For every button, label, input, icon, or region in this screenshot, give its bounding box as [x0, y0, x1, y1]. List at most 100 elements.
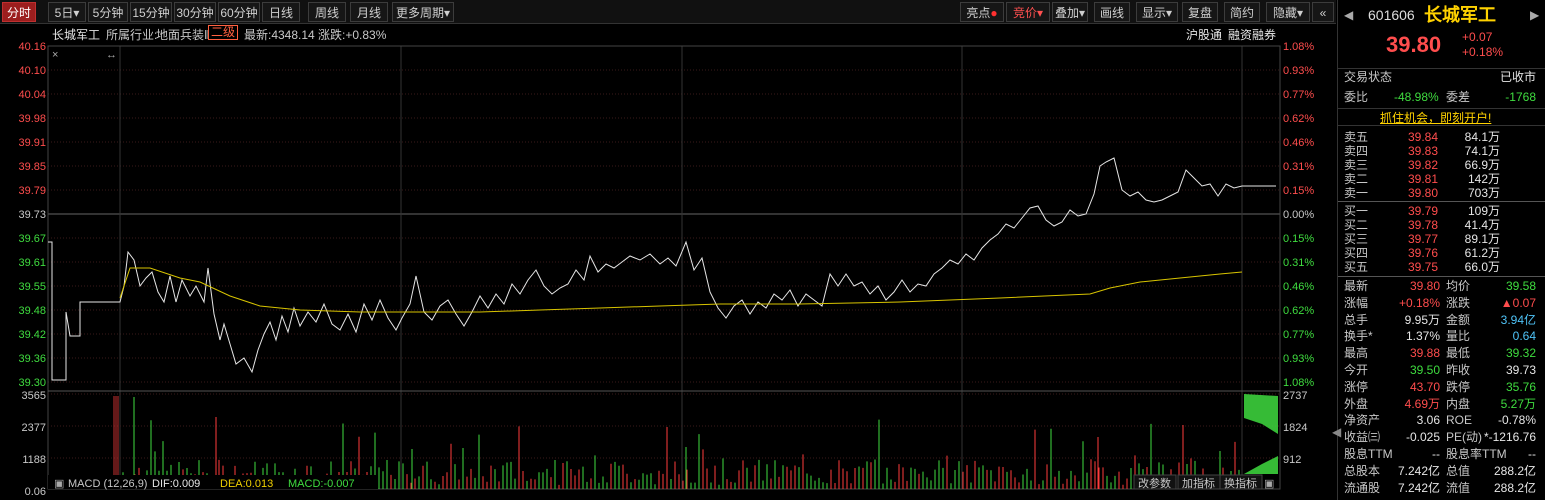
industry-value[interactable]: 地面兵装Ⅱ: [156, 28, 210, 42]
price-change-pct: +0.18%: [1462, 45, 1504, 59]
tab-monthly[interactable]: 月线: [350, 2, 388, 22]
simple-button[interactable]: 简约: [1224, 2, 1260, 22]
intraday-chart[interactable]: 40.16 1.08% 40.10 0.93% 40.04 0.77% 39.98 0.62%…: [0, 24, 1336, 500]
pct-axis-label: 0.31%: [1283, 257, 1314, 269]
order-volume: 74.1万: [1464, 144, 1500, 158]
price-axis-label: 39.79: [18, 185, 46, 197]
tab-60min[interactable]: 60分钟: [218, 2, 260, 22]
stat-value: 1.37%: [1405, 329, 1440, 344]
order-volume: 61.2万: [1464, 246, 1500, 260]
stat-label: 跌停: [1446, 379, 1471, 394]
macd-value: MACD:-0.007: [288, 478, 355, 490]
stat-row: 最新 39.80 均价 39.58: [1338, 278, 1545, 294]
draw-line-button[interactable]: 画线: [1094, 2, 1130, 22]
pct-axis-label: 0.93%: [1283, 353, 1314, 365]
macd-button-2[interactable]: 换指标: [1224, 476, 1257, 490]
stat-label: 最低: [1446, 346, 1471, 361]
tab-5min[interactable]: 5分钟: [88, 2, 128, 22]
tab-weekly[interactable]: 周线: [308, 2, 346, 22]
price-change: +0.07: [1462, 30, 1493, 44]
price-axis-label: 39.61: [18, 257, 46, 269]
sell-level-row[interactable]: 卖五 39.84 84.1万: [1338, 129, 1545, 145]
display-label: 显示: [1141, 6, 1166, 20]
stat-label: 换手*: [1344, 329, 1373, 344]
stat-value: *-1216.76: [1483, 430, 1536, 445]
expand-icon: ↔: [106, 49, 117, 61]
pct-axis-label: 0.46%: [1283, 137, 1314, 149]
buy-level-row[interactable]: 买五 39.75 66.0万: [1338, 259, 1545, 275]
price-axis-label: 39.36: [18, 353, 46, 365]
stat-label: 收益㈢: [1344, 430, 1381, 445]
stat-value: 3.94亿: [1500, 312, 1536, 327]
chart-canvas: 40.16 1.08% 40.10 0.93% 40.04 0.77% 39.98 0.62%…: [18, 41, 1314, 498]
overlay-button[interactable]: 叠加▾: [1052, 2, 1088, 22]
macd-button-1[interactable]: 加指标: [1182, 476, 1215, 490]
display-button[interactable]: 显示▾: [1136, 2, 1178, 22]
stat-value: -0.78%: [1497, 413, 1536, 428]
quote-header: ◀ 601606 长城军工 ▶: [1338, 4, 1545, 26]
stat-row: 收益㈢ -0.025 PE(动) *-1216.76: [1338, 429, 1545, 445]
tab-intraday[interactable]: 分时: [2, 2, 36, 22]
open-account-link[interactable]: 抓住机会，即刻开户!: [1380, 111, 1492, 125]
sell-level-row[interactable]: 卖三 39.82 66.9万: [1338, 157, 1545, 173]
sell-level-row[interactable]: 卖四 39.83 74.1万: [1338, 143, 1545, 159]
order-level-label: 买四: [1344, 246, 1369, 260]
stat-value: 39.88: [1409, 346, 1440, 361]
stat-value: ▲0.07: [1500, 295, 1536, 310]
stat-label: 股息TTM: [1344, 447, 1393, 461]
stat-label: 流通股: [1344, 480, 1381, 495]
price-line: [48, 157, 1276, 381]
average-price-line: [119, 267, 1243, 313]
sell-level-row[interactable]: 卖一 39.80 703万: [1338, 185, 1545, 201]
buy-level-row[interactable]: 买三 39.77 89.1万: [1338, 231, 1545, 247]
stat-label: 总股本: [1344, 463, 1381, 478]
order-price: 39.78: [1408, 218, 1439, 232]
next-stock-icon[interactable]: ▶: [1530, 8, 1540, 22]
stat-value: 39.58: [1505, 279, 1536, 293]
buy-level-row[interactable]: 买二 39.78 41.4万: [1338, 217, 1545, 233]
tab-more-periods[interactable]: 更多周期▾: [392, 2, 454, 22]
stat-row: 股息TTM -- 股息率TTM --: [1338, 446, 1545, 462]
buy-level-row[interactable]: 买四 39.76 61.2万: [1338, 245, 1545, 261]
stat-value: 0.64: [1512, 329, 1536, 344]
order-volume: 89.1万: [1464, 232, 1500, 246]
hk-connect-link[interactable]: 沪股通: [1186, 28, 1223, 42]
stat-label: 流值: [1446, 480, 1471, 495]
collapse-arrow-icon[interactable]: «: [1312, 2, 1334, 22]
overlay-label: 叠加: [1054, 6, 1079, 20]
order-price: 39.75: [1408, 260, 1439, 274]
hide-button[interactable]: 隐藏▾: [1266, 2, 1310, 22]
open-account-banner[interactable]: 抓住机会，即刻开户!: [1338, 108, 1545, 126]
stat-label: 量比: [1446, 329, 1471, 344]
buy-level-row[interactable]: 买一 39.79 109万: [1338, 203, 1545, 219]
panel-toggle-icon[interactable]: ◀: [1332, 425, 1342, 439]
price-axis-label: 40.10: [18, 65, 46, 77]
order-level-label: 卖四: [1344, 144, 1369, 158]
highlight-button[interactable]: 亮点●: [960, 2, 1004, 22]
prev-stock-icon[interactable]: ◀: [1344, 8, 1354, 22]
tab-30min[interactable]: 30分钟: [174, 2, 216, 22]
stat-label: 总值: [1446, 463, 1471, 478]
stat-label: PE(动): [1446, 430, 1483, 445]
order-level-label: 买三: [1344, 232, 1369, 246]
stock-code: 601606: [1368, 7, 1415, 23]
volume-axis-label: 1188: [22, 454, 46, 466]
sell-level-row[interactable]: 卖二 39.81 142万: [1338, 171, 1545, 187]
auction-button[interactable]: 竞价▾: [1006, 2, 1050, 22]
stat-label: 最新: [1344, 279, 1369, 293]
replay-button[interactable]: 复盘: [1182, 2, 1218, 22]
trade-status-value: 已收市: [1499, 70, 1536, 84]
macd-button-0[interactable]: 改参数: [1138, 476, 1171, 490]
index-change: 涨跌:+0.83%: [318, 28, 387, 42]
stats-divider: [1338, 276, 1545, 277]
stat-value: 9.95万: [1404, 312, 1440, 327]
tab-daily[interactable]: 日线: [262, 2, 300, 22]
stat-value: 4.69万: [1404, 396, 1440, 411]
order-volume: 703万: [1467, 186, 1500, 200]
tab-5day[interactable]: 5日▾: [48, 2, 86, 22]
pct-axis-label: 0.77%: [1283, 89, 1314, 101]
pct-axis-label: 0.77%: [1283, 329, 1314, 341]
stat-label: ROE: [1446, 413, 1473, 428]
margin-trading-link[interactable]: 融资融券: [1228, 28, 1277, 42]
tab-15min[interactable]: 15分钟: [130, 2, 172, 22]
